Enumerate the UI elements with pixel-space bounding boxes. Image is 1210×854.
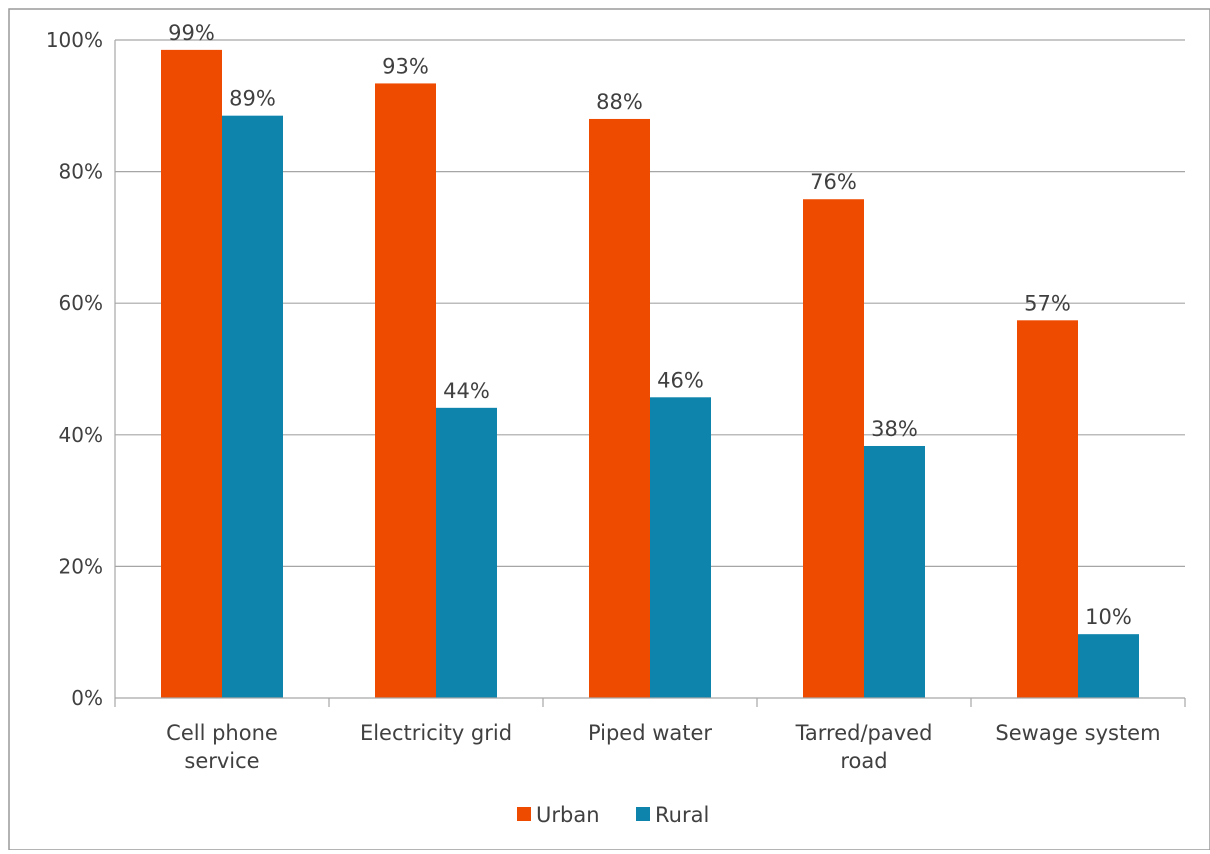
- bar-urban: [161, 49, 222, 699]
- data-label: 89%: [229, 87, 276, 111]
- bar-rural: [650, 397, 711, 698]
- bar-urban: [803, 199, 864, 698]
- bar-rural: [1078, 634, 1139, 698]
- data-label: 57%: [1024, 291, 1071, 315]
- data-label: 76%: [810, 170, 857, 194]
- bar-urban: [1017, 320, 1078, 698]
- bar-rural: [436, 407, 497, 698]
- legend-swatch-rural: [636, 807, 650, 821]
- bar-rural: [864, 445, 925, 698]
- data-label: 88%: [596, 90, 643, 114]
- legend-swatch-urban: [517, 807, 531, 821]
- bar-urban: [589, 118, 650, 698]
- labels: 99% 89% 93% 44% 88% 46% 76% 38% 57% 10%: [168, 21, 1132, 629]
- data-label: 93%: [382, 54, 429, 78]
- legend-label-rural: Rural: [655, 803, 709, 827]
- x-category-label: service: [184, 749, 259, 773]
- axes: 0% 20% 40% 60% 80% 100% Cell phone service Elect…: [46, 28, 1186, 773]
- data-label: 46%: [657, 368, 704, 392]
- bar-urban: [375, 83, 436, 699]
- x-category-label: Electricity grid: [360, 721, 512, 745]
- x-category-label: Tarred/paved: [795, 721, 933, 745]
- data-label: 44%: [443, 379, 490, 403]
- y-tick-label: 20%: [59, 554, 103, 578]
- legend-label-urban: Urban: [536, 803, 600, 827]
- y-tick-label: 80%: [59, 160, 103, 184]
- x-category-label: Sewage system: [995, 721, 1160, 745]
- y-tick-label: 40%: [59, 423, 103, 447]
- x-category-label: road: [840, 749, 887, 773]
- data-label: 10%: [1085, 605, 1132, 629]
- bars: [161, 49, 1139, 699]
- x-category-label: Cell phone: [166, 721, 278, 745]
- y-tick-label: 0%: [71, 686, 103, 710]
- bar-rural: [222, 115, 283, 699]
- y-tick-label: 100%: [46, 28, 103, 52]
- legend: Urban Rural: [517, 803, 709, 827]
- y-tick-label: 60%: [59, 291, 103, 315]
- data-label: 38%: [871, 417, 918, 441]
- data-label: 99%: [168, 21, 215, 45]
- x-category-label: Piped water: [588, 721, 712, 745]
